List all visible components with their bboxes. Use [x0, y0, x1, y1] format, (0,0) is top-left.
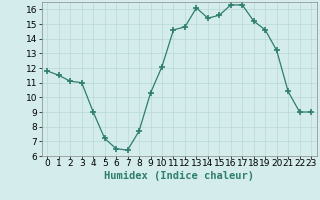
X-axis label: Humidex (Indice chaleur): Humidex (Indice chaleur) [104, 171, 254, 181]
